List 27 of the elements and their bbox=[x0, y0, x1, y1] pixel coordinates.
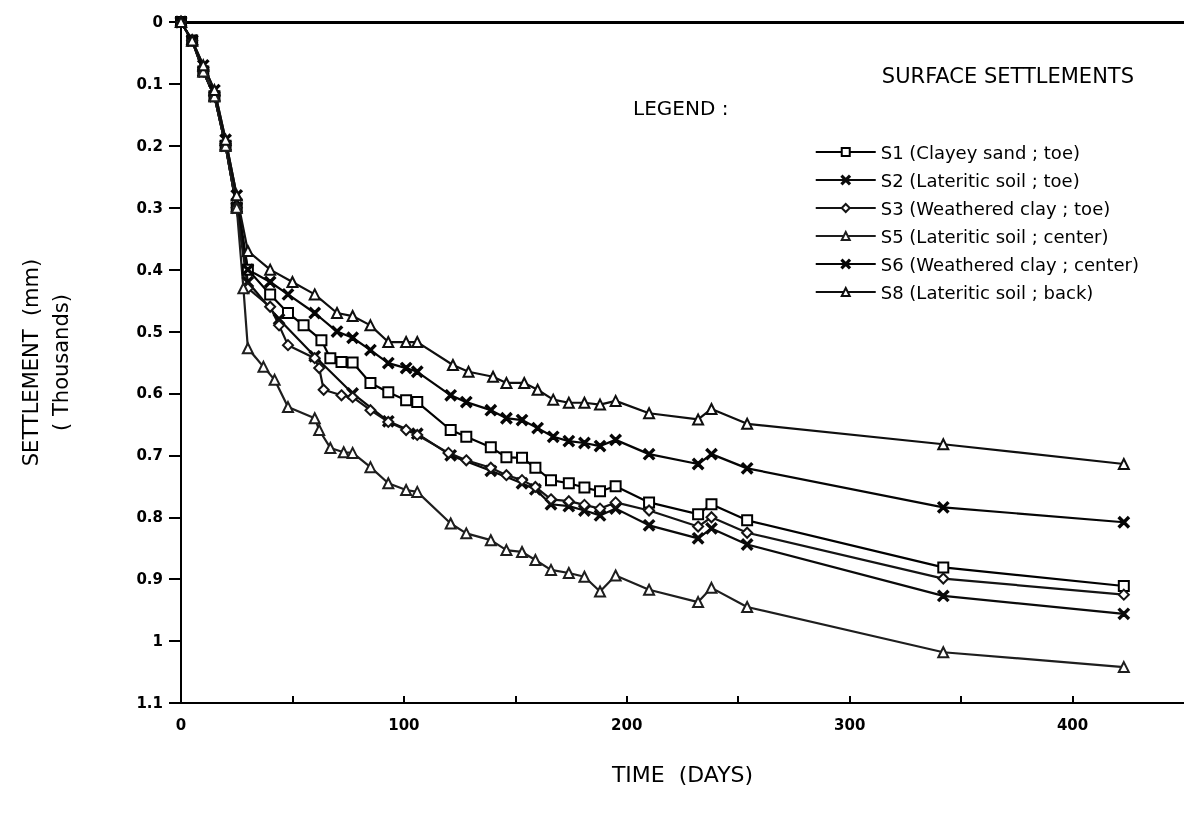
legend-label: S8 (Lateritic soil ; back) bbox=[880, 281, 1094, 303]
y-tick-label: 0.9 bbox=[136, 570, 163, 589]
legend-label: S6 (Weathered clay ; center) bbox=[880, 253, 1140, 275]
x-tick-label: 300 bbox=[834, 715, 866, 734]
y-tick-label: 0.6 bbox=[136, 384, 163, 403]
y-axis-title: SETTLEMENT (mm) ( Thousands) bbox=[19, 258, 73, 467]
y-tick-label: 0.2 bbox=[136, 136, 163, 155]
y-tick-label: 1 bbox=[152, 632, 163, 651]
x-tick-label: 200 bbox=[611, 715, 643, 734]
x-tick-label: 100 bbox=[388, 715, 420, 734]
y-tick-label: 0.1 bbox=[136, 74, 163, 93]
x-tick-label: 400 bbox=[1056, 715, 1089, 734]
y-tick-label: 0.8 bbox=[136, 508, 163, 527]
legend-label: S5 (Lateritic soil ; center) bbox=[880, 225, 1109, 247]
legend-label: S3 (Weathered clay ; toe) bbox=[880, 197, 1111, 219]
legend-label: S1 (Clayey sand ; toe) bbox=[880, 141, 1080, 163]
y-tick-label: 0.4 bbox=[136, 260, 163, 279]
y-tick-label: 0 bbox=[152, 13, 163, 31]
x-tick-label: 0 bbox=[175, 715, 187, 734]
y-tick-label: 1.1 bbox=[136, 694, 163, 712]
x-axis-title: TIME (DAYS) bbox=[610, 761, 754, 787]
y-tick-label: 0.7 bbox=[136, 446, 163, 465]
text: SURFACE SETTLEMENTS bbox=[881, 63, 1134, 88]
y-tick-label: 0.3 bbox=[136, 198, 163, 217]
legend-label: S2 (Lateritic soil ; toe) bbox=[880, 169, 1080, 191]
y-tick-label: 0.5 bbox=[136, 322, 163, 341]
legend-title: LEGEND : bbox=[633, 96, 729, 120]
